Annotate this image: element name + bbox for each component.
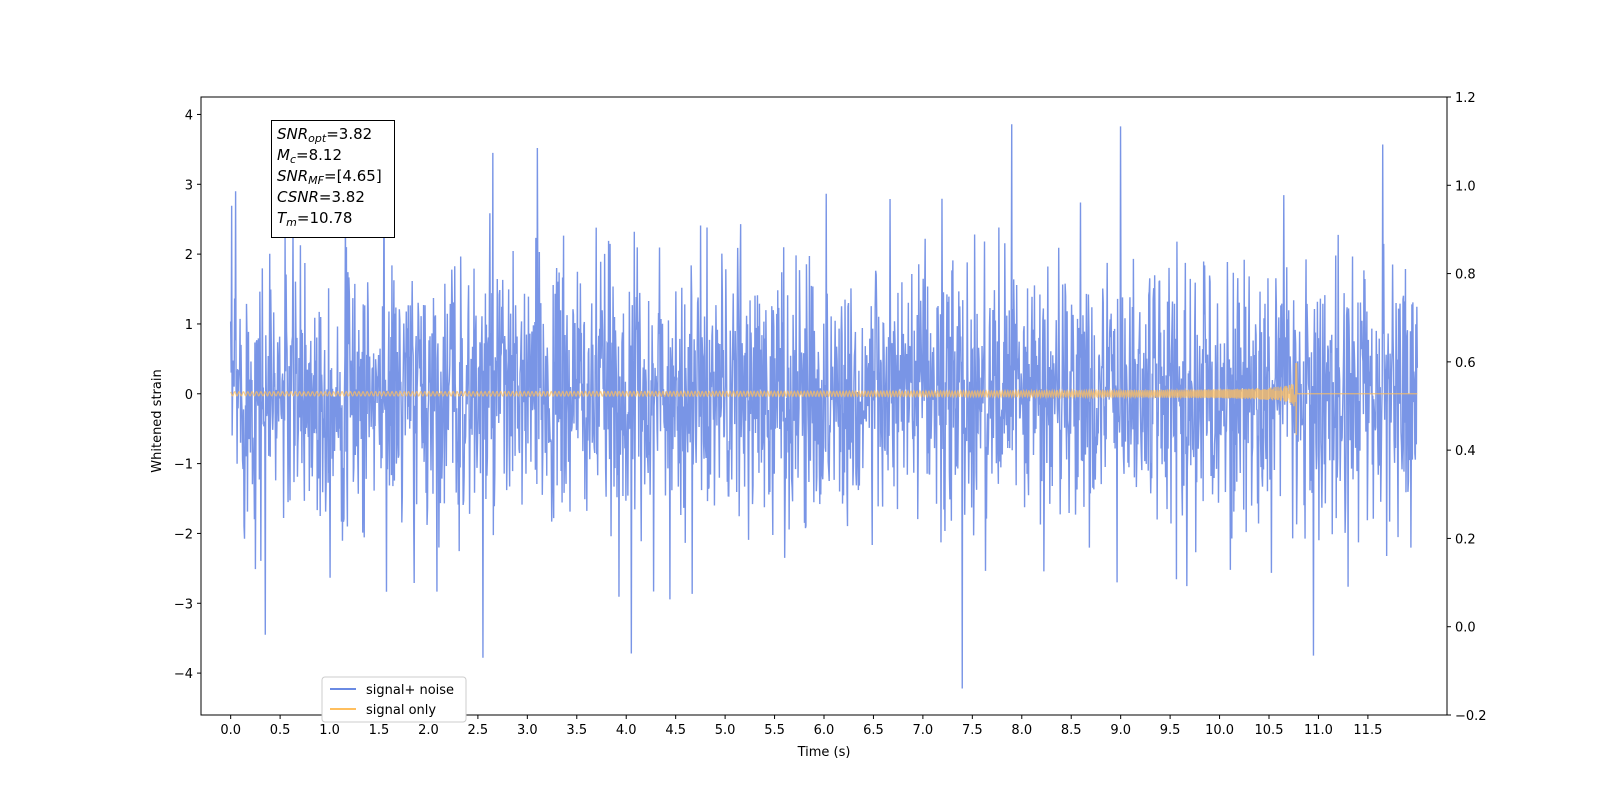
annotation-subscript: opt [308, 132, 327, 145]
x-tick-label: 2.5 [468, 723, 489, 738]
x-tick-label: 4.5 [665, 723, 686, 738]
x-tick-label: 9.0 [1110, 723, 1131, 738]
x-tick-label: 3.5 [566, 723, 587, 738]
annotation-symbol: T [277, 209, 287, 227]
y-right-tick-label: 0.4 [1455, 444, 1476, 459]
x-tick-label: 10.5 [1255, 723, 1284, 738]
x-tick-label: 11.5 [1353, 723, 1382, 738]
annotation-value: =[4.65] [324, 167, 382, 185]
signal-only-series [230, 363, 1418, 435]
annotation-line: SNRMF=[4.65] [277, 166, 394, 187]
signal-plus-noise-series [229, 124, 1419, 689]
x-axis: 0.0 0.5 1.0 1.5 2.0 2.5 3.0 3.5 4.0 4.5 5.0 5.5 6.0 6… [220, 715, 1382, 738]
y-left-tick-label: 0 [185, 388, 193, 403]
x-tick-label: 5.5 [764, 723, 785, 738]
y-axis-left: 4 3 2 1 0 −1 −2 −3 −4 [174, 108, 201, 682]
legend-label: signal+ noise [366, 683, 454, 698]
y-left-tick-label: −1 [174, 458, 193, 473]
y-right-tick-label: 1.2 [1455, 91, 1476, 106]
x-tick-label: 8.5 [1061, 723, 1082, 738]
y-right-tick-label: 1.0 [1455, 179, 1476, 194]
annotation-line: Tm=10.78 [277, 208, 394, 229]
y-right-tick-label: 0.2 [1455, 532, 1476, 547]
annotation-subscript: c [289, 153, 297, 166]
y-left-tick-label: −3 [174, 597, 193, 612]
x-tick-label: 5.0 [715, 723, 736, 738]
y-right-tick-label: 0.0 [1455, 621, 1476, 636]
x-tick-label: 6.5 [863, 723, 884, 738]
annotation-line: SNRopt=3.82 [277, 124, 394, 145]
y-left-tick-label: 1 [185, 318, 193, 333]
x-axis-label: Time (s) [797, 745, 851, 760]
y-left-tick-label: −4 [174, 667, 193, 682]
x-tick-label: 3.0 [517, 723, 538, 738]
annotation-symbol: SNR [277, 125, 309, 143]
y-right-tick-label: −0.2 [1455, 709, 1487, 724]
x-tick-label: 6.0 [814, 723, 835, 738]
x-tick-label: 0.0 [220, 723, 241, 738]
annotation-value: =3.82 [318, 188, 365, 206]
x-tick-label: 7.5 [962, 723, 983, 738]
y-axis-label: Whitened strain [150, 369, 165, 472]
annotation-value: =3.82 [326, 125, 373, 143]
y-left-tick-label: −2 [174, 527, 193, 542]
x-tick-label: 2.0 [418, 723, 439, 738]
noise-line [229, 124, 1419, 689]
annotation-value: =8.12 [296, 146, 342, 164]
x-tick-label: 7.0 [913, 723, 934, 738]
x-tick-label: 0.5 [270, 723, 291, 738]
y-right-tick-label: 0.6 [1455, 356, 1476, 371]
annotation-line: CSNR=3.82 [277, 187, 394, 208]
annotation-symbol: CSNR [277, 188, 319, 206]
y-left-tick-label: 2 [185, 248, 193, 263]
y-left-tick-label: 4 [185, 108, 193, 123]
y-left-tick-label: 3 [185, 178, 193, 193]
x-tick-label: 1.5 [369, 723, 390, 738]
legend-label: signal only [366, 703, 436, 718]
legend-box [321, 676, 467, 723]
x-tick-label: 4.0 [616, 723, 637, 738]
legend: signal+ noise signal only [321, 676, 467, 723]
annotation-subscript: MF [308, 174, 324, 187]
y-axis-right: 1.2 1.0 0.8 0.6 0.4 0.2 0.0 −0.2 [1447, 91, 1487, 724]
x-tick-label: 11.0 [1304, 723, 1333, 738]
x-tick-label: 10.0 [1205, 723, 1234, 738]
x-tick-label: 1.0 [319, 723, 340, 738]
y-right-tick-label: 0.8 [1455, 268, 1476, 283]
annotation-symbol: SNR [277, 167, 309, 185]
annotation-box: SNRopt=3.82 Mc=8.12 SNRMF=[4.65] CSNR=3.… [271, 120, 395, 238]
annotation-value: =10.78 [296, 209, 353, 227]
x-tick-label: 9.5 [1160, 723, 1181, 738]
annotation-symbol: M [277, 146, 290, 164]
x-tick-label: 8.0 [1011, 723, 1032, 738]
annotation-line: Mc=8.12 [277, 145, 394, 166]
annotation-subscript: m [286, 216, 297, 229]
signal-line [230, 363, 1418, 435]
